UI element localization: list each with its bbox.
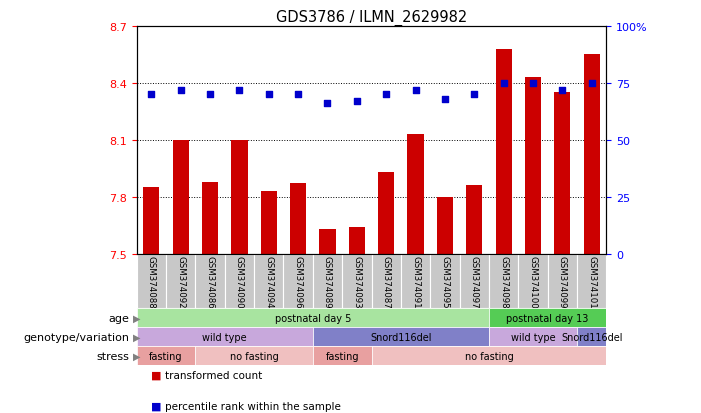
Bar xyxy=(372,347,606,366)
Bar xyxy=(320,230,336,254)
Point xyxy=(263,92,274,98)
Bar xyxy=(518,254,547,309)
Bar xyxy=(489,254,518,309)
Bar xyxy=(254,254,283,309)
Bar xyxy=(401,254,430,309)
Bar xyxy=(584,55,600,254)
Bar xyxy=(196,254,225,309)
Text: genotype/variation: genotype/variation xyxy=(24,332,130,342)
Text: no fasting: no fasting xyxy=(230,351,278,361)
Bar xyxy=(261,192,277,254)
Bar xyxy=(172,140,189,254)
Title: GDS3786 / ILMN_2629982: GDS3786 / ILMN_2629982 xyxy=(276,9,467,26)
Text: GSM374091: GSM374091 xyxy=(411,256,420,308)
Point xyxy=(440,96,451,103)
Point xyxy=(175,87,186,94)
Bar xyxy=(489,309,606,328)
Text: fasting: fasting xyxy=(149,351,183,361)
Text: GSM374096: GSM374096 xyxy=(294,256,303,308)
Bar xyxy=(554,93,571,254)
Point xyxy=(586,81,597,87)
Bar xyxy=(137,254,166,309)
Bar xyxy=(225,254,254,309)
Bar xyxy=(283,254,313,309)
Point xyxy=(498,81,509,87)
Text: ▶: ▶ xyxy=(133,313,141,323)
Point xyxy=(292,92,304,98)
Text: ■: ■ xyxy=(151,370,161,380)
Text: GSM374087: GSM374087 xyxy=(382,256,390,309)
Text: GSM374101: GSM374101 xyxy=(587,256,596,309)
Bar xyxy=(313,328,489,347)
Text: GSM374097: GSM374097 xyxy=(470,256,479,308)
Text: no fasting: no fasting xyxy=(465,351,513,361)
Text: GSM374089: GSM374089 xyxy=(323,256,332,308)
Bar xyxy=(378,173,394,254)
Text: ▶: ▶ xyxy=(133,332,141,342)
Bar xyxy=(577,254,606,309)
Point xyxy=(351,99,362,105)
Bar xyxy=(313,347,372,366)
Point xyxy=(527,81,538,87)
Bar xyxy=(547,254,577,309)
Text: GSM374092: GSM374092 xyxy=(176,256,185,308)
Point xyxy=(469,92,480,98)
Text: fasting: fasting xyxy=(325,351,359,361)
Text: Snord116del: Snord116del xyxy=(370,332,432,342)
Bar xyxy=(437,197,453,254)
Text: GSM374088: GSM374088 xyxy=(147,256,156,309)
Text: GSM374090: GSM374090 xyxy=(235,256,244,308)
Text: ▶: ▶ xyxy=(133,351,141,361)
Bar xyxy=(137,328,313,347)
Point xyxy=(234,87,245,94)
Text: GSM374086: GSM374086 xyxy=(205,256,215,309)
Bar xyxy=(525,78,541,254)
Text: Snord116del: Snord116del xyxy=(561,332,622,342)
Bar xyxy=(372,254,401,309)
Bar xyxy=(460,254,489,309)
Bar xyxy=(202,182,218,254)
Bar xyxy=(137,347,196,366)
Point xyxy=(322,101,333,107)
Bar xyxy=(577,328,606,347)
Bar xyxy=(407,135,423,254)
Point xyxy=(410,87,421,94)
Text: wild type: wild type xyxy=(510,332,555,342)
Text: wild type: wild type xyxy=(203,332,247,342)
Point xyxy=(381,92,392,98)
Text: ■: ■ xyxy=(151,401,161,411)
Text: age: age xyxy=(109,313,130,323)
Point xyxy=(146,92,157,98)
Bar xyxy=(430,254,460,309)
Text: postnatal day 13: postnatal day 13 xyxy=(506,313,589,323)
Bar xyxy=(137,309,489,328)
Text: postnatal day 5: postnatal day 5 xyxy=(275,313,351,323)
Text: GSM374098: GSM374098 xyxy=(499,256,508,308)
Bar xyxy=(496,50,512,254)
Text: transformed count: transformed count xyxy=(165,370,262,380)
Point xyxy=(557,87,568,94)
Bar xyxy=(349,228,365,254)
Text: GSM374094: GSM374094 xyxy=(264,256,273,308)
Bar xyxy=(196,347,313,366)
Text: GSM374100: GSM374100 xyxy=(529,256,538,309)
Text: GSM374093: GSM374093 xyxy=(353,256,361,308)
Bar xyxy=(231,140,247,254)
Bar xyxy=(313,254,342,309)
Text: GSM374095: GSM374095 xyxy=(440,256,449,308)
Bar xyxy=(342,254,372,309)
Bar xyxy=(166,254,196,309)
Text: GSM374099: GSM374099 xyxy=(558,256,567,308)
Bar xyxy=(143,188,159,254)
Text: percentile rank within the sample: percentile rank within the sample xyxy=(165,401,341,411)
Bar xyxy=(489,328,577,347)
Bar xyxy=(290,184,306,254)
Point xyxy=(205,92,216,98)
Bar xyxy=(466,186,482,254)
Text: stress: stress xyxy=(97,351,130,361)
